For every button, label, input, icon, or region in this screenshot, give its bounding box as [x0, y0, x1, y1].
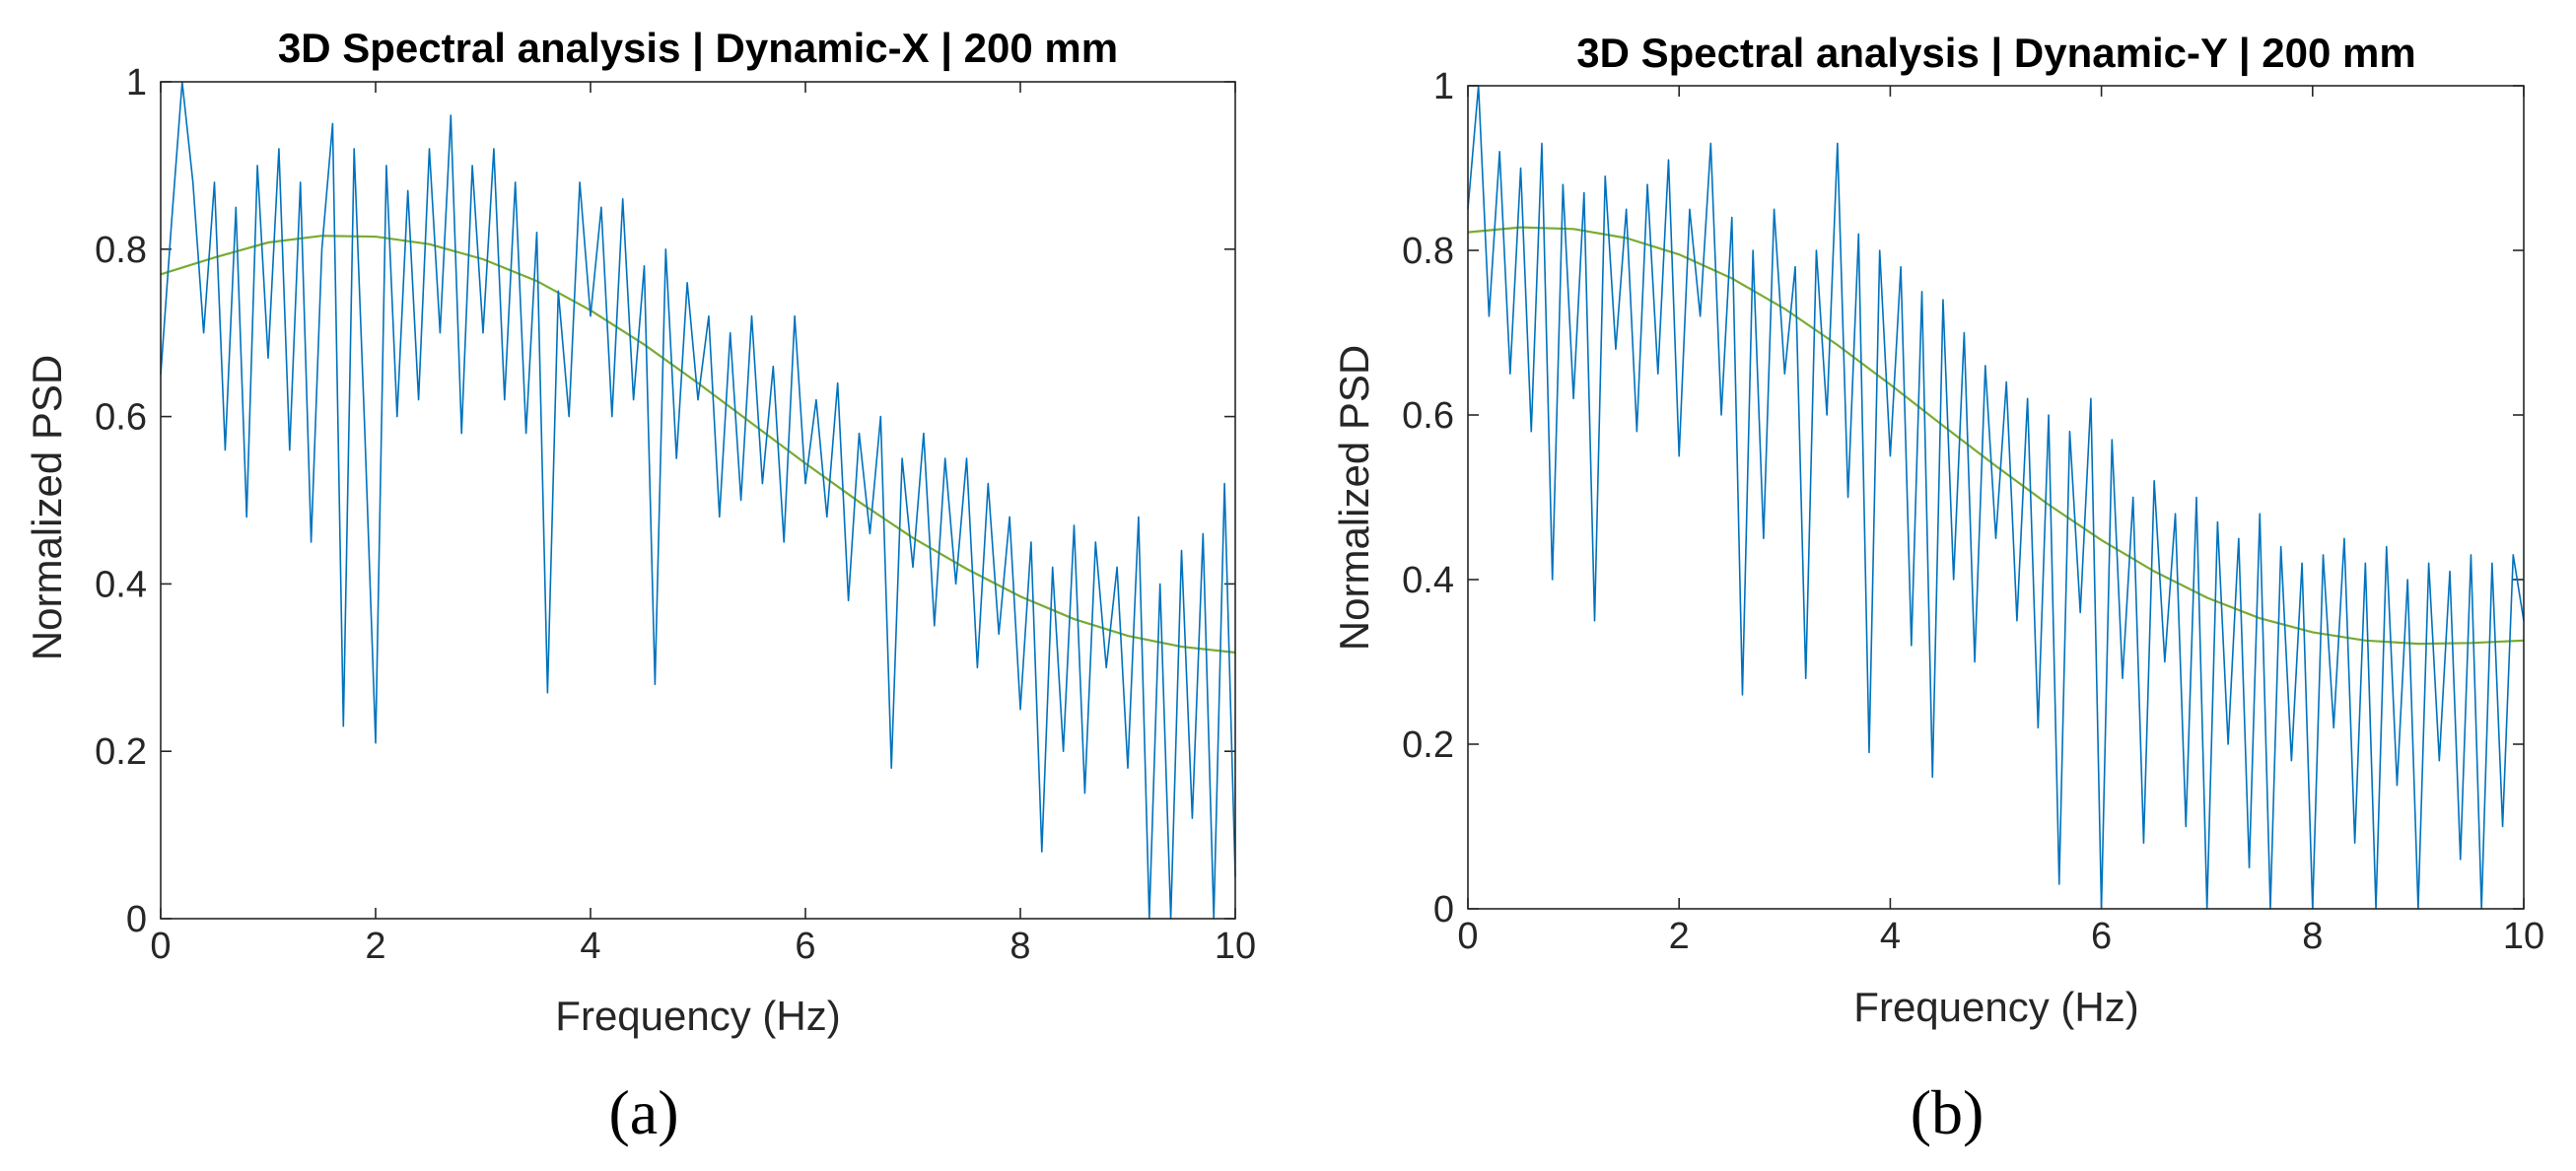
ticks-a: 0 2 4 6 8 10 0 0.2 0.4 0.6 0.8 1: [95, 62, 1256, 967]
y-tick-label-b-2: 0.4: [1402, 560, 1454, 601]
fit-line-a: [160, 235, 1236, 654]
x-tick-label-a-0: 0: [150, 926, 171, 967]
y-axis-label-b: Normalized PSD: [1331, 345, 1377, 651]
y-tick-label-b-5: 1: [1433, 66, 1454, 107]
x-axis-label-a: Frequency (Hz): [555, 993, 840, 1039]
x-tick-label-a-4: 8: [1010, 926, 1030, 967]
psd-line-a: [160, 81, 1236, 920]
y-tick-label-a-4: 0.8: [95, 230, 147, 271]
x-tick-label-b-2: 4: [1880, 916, 1901, 957]
ticks-b: 0 2 4 6 8 10 0 0.2 0.4 0.6 0.8 1: [1402, 66, 2544, 957]
y-tick-label-a-1: 0.2: [95, 731, 147, 773]
y-tick-label-b-3: 0.6: [1402, 395, 1454, 437]
y-tick-label-b-1: 0.2: [1402, 724, 1454, 766]
chart-panel-a: 3D Spectral analysis | Dynamic-X | 200 m…: [24, 25, 1256, 1147]
y-tick-label-b-4: 0.8: [1402, 231, 1454, 272]
panel-label-a: (a): [608, 1077, 678, 1147]
psd-line-b: [1467, 85, 2525, 910]
chart-title-a: 3D Spectral analysis | Dynamic-X | 200 m…: [278, 25, 1118, 72]
x-tick-label-b-4: 8: [2302, 916, 2323, 957]
x-tick-label-b-3: 6: [2091, 916, 2112, 957]
x-tick-label-a-5: 10: [1215, 926, 1256, 967]
chart-title-b: 3D Spectral analysis | Dynamic-Y | 200 m…: [1576, 30, 2415, 77]
x-tick-label-b-0: 0: [1457, 916, 1478, 957]
panel-label-b: (b): [1911, 1077, 1984, 1147]
plot-frame-b: [1467, 85, 2525, 910]
y-tick-label-b-0: 0: [1433, 889, 1454, 930]
x-tick-label-a-1: 2: [365, 926, 385, 967]
plot-frame-a: [160, 81, 1236, 920]
chart-panel-b: 3D Spectral analysis | Dynamic-Y | 200 m…: [1331, 30, 2544, 1147]
y-tick-label-a-5: 1: [126, 62, 147, 103]
x-tick-label-b-5: 10: [2503, 916, 2544, 957]
y-tick-label-a-0: 0: [126, 899, 147, 940]
x-tick-label-a-2: 4: [580, 926, 600, 967]
y-tick-label-a-3: 0.6: [95, 397, 147, 439]
y-axis-label-a: Normalized PSD: [24, 355, 70, 660]
x-tick-label-b-1: 2: [1669, 916, 1690, 957]
x-tick-label-a-3: 6: [795, 926, 815, 967]
x-axis-label-b: Frequency (Hz): [1853, 984, 2138, 1030]
y-tick-label-a-2: 0.4: [95, 564, 147, 605]
